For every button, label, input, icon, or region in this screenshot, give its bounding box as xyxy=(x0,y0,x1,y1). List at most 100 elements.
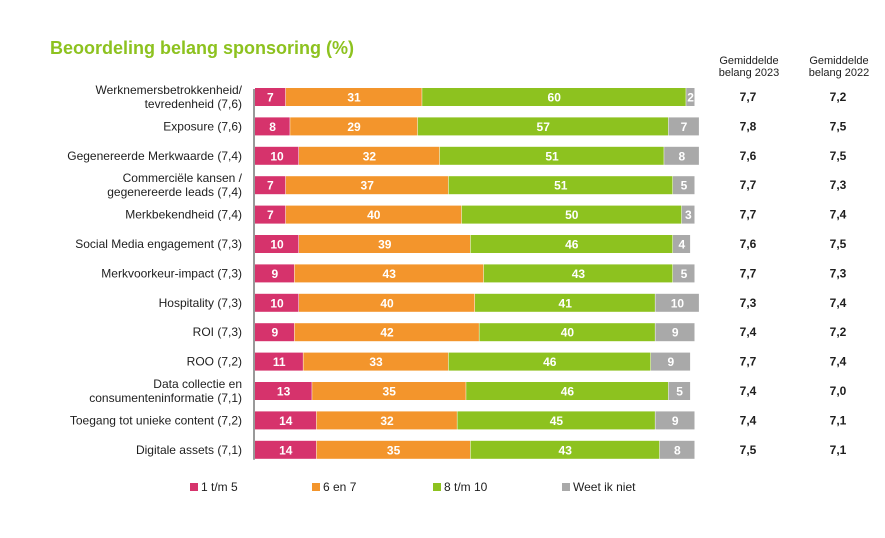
bar-segment-1 xyxy=(255,293,299,312)
legend-swatch-3 xyxy=(433,483,441,491)
data-label: 7 xyxy=(681,120,688,134)
legend-swatch-2 xyxy=(312,483,320,491)
data-label: 46 xyxy=(543,355,557,369)
data-label: 39 xyxy=(378,238,392,252)
category-label: Gegenereerde Merkwaarde (7,4) xyxy=(67,149,242,163)
legend-label-3: 8 t/m 10 xyxy=(444,480,488,494)
data-label: 43 xyxy=(559,443,573,457)
bar-segment-2 xyxy=(316,411,457,430)
average-value-2022: 7,2 xyxy=(830,325,847,339)
category-label: Merkvoorkeur-impact (7,3) xyxy=(101,266,242,280)
bar-segment-3 xyxy=(439,146,664,165)
data-label: 60 xyxy=(548,91,562,105)
bar-segment-4 xyxy=(659,440,695,459)
data-label: 42 xyxy=(380,326,394,340)
bar-segment-4 xyxy=(651,352,691,371)
bar-segment-2 xyxy=(303,352,449,371)
data-label: 9 xyxy=(667,355,674,369)
legend-label-4: Weet ik niet xyxy=(573,480,636,494)
data-label: 43 xyxy=(383,267,397,281)
data-label: 35 xyxy=(387,443,401,457)
bar-segment-4 xyxy=(681,205,695,224)
bar-segment-1 xyxy=(255,146,299,165)
category-label: ROO (7,2) xyxy=(187,355,242,369)
bar-segment-2 xyxy=(299,146,440,165)
data-label: 11 xyxy=(273,355,286,369)
legend-item-2: 6 en 7 xyxy=(312,480,356,494)
bar-segment-3 xyxy=(422,88,686,106)
data-label: 8 xyxy=(678,149,685,163)
bar-segment-3 xyxy=(466,382,669,400)
data-label: 9 xyxy=(271,267,278,281)
average-value-2023: 7,6 xyxy=(740,237,757,251)
data-label: 46 xyxy=(565,238,579,252)
bar-segment-1 xyxy=(255,440,317,459)
bar-segment-3 xyxy=(417,117,669,136)
average-value-2023: 7,6 xyxy=(740,149,757,163)
bar-segment-3 xyxy=(448,176,673,195)
legend-item-4: Weet ik niet xyxy=(562,480,635,494)
average-value-2023: 7,7 xyxy=(740,178,757,192)
category-label: Commerciële kansen / xyxy=(123,171,243,185)
category-label: Werknemersbetrokkenheid/ xyxy=(95,83,242,97)
bar-segment-1 xyxy=(255,382,312,400)
data-label: 7 xyxy=(267,91,274,105)
bar-segment-2 xyxy=(294,264,484,283)
data-label: 5 xyxy=(681,179,688,193)
bar-segment-2 xyxy=(316,440,471,459)
data-label: 3 xyxy=(685,208,692,222)
bar-segment-3 xyxy=(448,352,651,371)
data-label: 51 xyxy=(545,149,559,163)
bar-segment-4 xyxy=(655,323,695,342)
bar-segment-2 xyxy=(285,176,449,195)
data-label: 32 xyxy=(380,414,394,428)
bar-segment-4 xyxy=(655,293,699,312)
column-header-2022: Gemiddelde belang 2022 xyxy=(799,55,879,79)
data-label: 35 xyxy=(383,385,397,399)
data-label: 10 xyxy=(671,296,685,310)
column-header-2022-line1: Gemiddelde xyxy=(809,55,869,67)
data-label: 9 xyxy=(672,414,679,428)
average-value-2022: 7,0 xyxy=(830,384,847,398)
category-label: Hospitality (7,3) xyxy=(159,296,242,310)
data-label: 13 xyxy=(277,385,291,399)
data-label: 9 xyxy=(271,326,278,340)
legend-swatch-1 xyxy=(190,483,198,491)
data-label: 45 xyxy=(550,414,564,428)
data-label: 57 xyxy=(537,120,551,134)
average-value-2023: 7,7 xyxy=(740,208,757,222)
data-label: 40 xyxy=(380,296,394,310)
data-label: 9 xyxy=(672,326,679,340)
average-value-2023: 7,8 xyxy=(740,119,757,133)
average-value-2022: 7,3 xyxy=(830,178,847,192)
data-label: 10 xyxy=(270,149,284,163)
average-value-2023: 7,7 xyxy=(740,90,757,104)
data-label: 46 xyxy=(561,385,575,399)
average-value-2022: 7,1 xyxy=(830,413,847,427)
data-label: 8 xyxy=(674,443,681,457)
data-label: 32 xyxy=(363,149,377,163)
legend-label-2: 6 en 7 xyxy=(323,480,357,494)
bar-segment-4 xyxy=(673,235,691,253)
data-label: 50 xyxy=(565,208,579,222)
category-label: consumenteninformatie (7,1) xyxy=(89,391,242,405)
bar-segment-2 xyxy=(312,382,466,400)
data-label: 41 xyxy=(559,296,573,310)
bar-segment-1 xyxy=(255,176,286,195)
bar-segment-2 xyxy=(285,88,422,106)
data-label: 51 xyxy=(554,179,568,193)
column-header-2023-line2: belang 2023 xyxy=(718,67,780,79)
bar-segment-1 xyxy=(255,264,295,283)
bar-segment-3 xyxy=(479,323,655,342)
legend-swatch-4 xyxy=(562,483,570,491)
bar-segment-4 xyxy=(673,264,695,283)
data-label: 5 xyxy=(676,385,683,399)
legend-label-1: 1 t/m 5 xyxy=(201,480,238,494)
average-value-2022: 7,4 xyxy=(830,208,847,222)
category-label: Social Media engagement (7,3) xyxy=(75,237,242,251)
data-label: 10 xyxy=(270,238,284,252)
legend-item-1: 1 t/m 5 xyxy=(190,480,238,494)
data-label: 8 xyxy=(269,120,276,134)
data-label: 5 xyxy=(681,267,688,281)
bar-segment-2 xyxy=(290,117,418,136)
